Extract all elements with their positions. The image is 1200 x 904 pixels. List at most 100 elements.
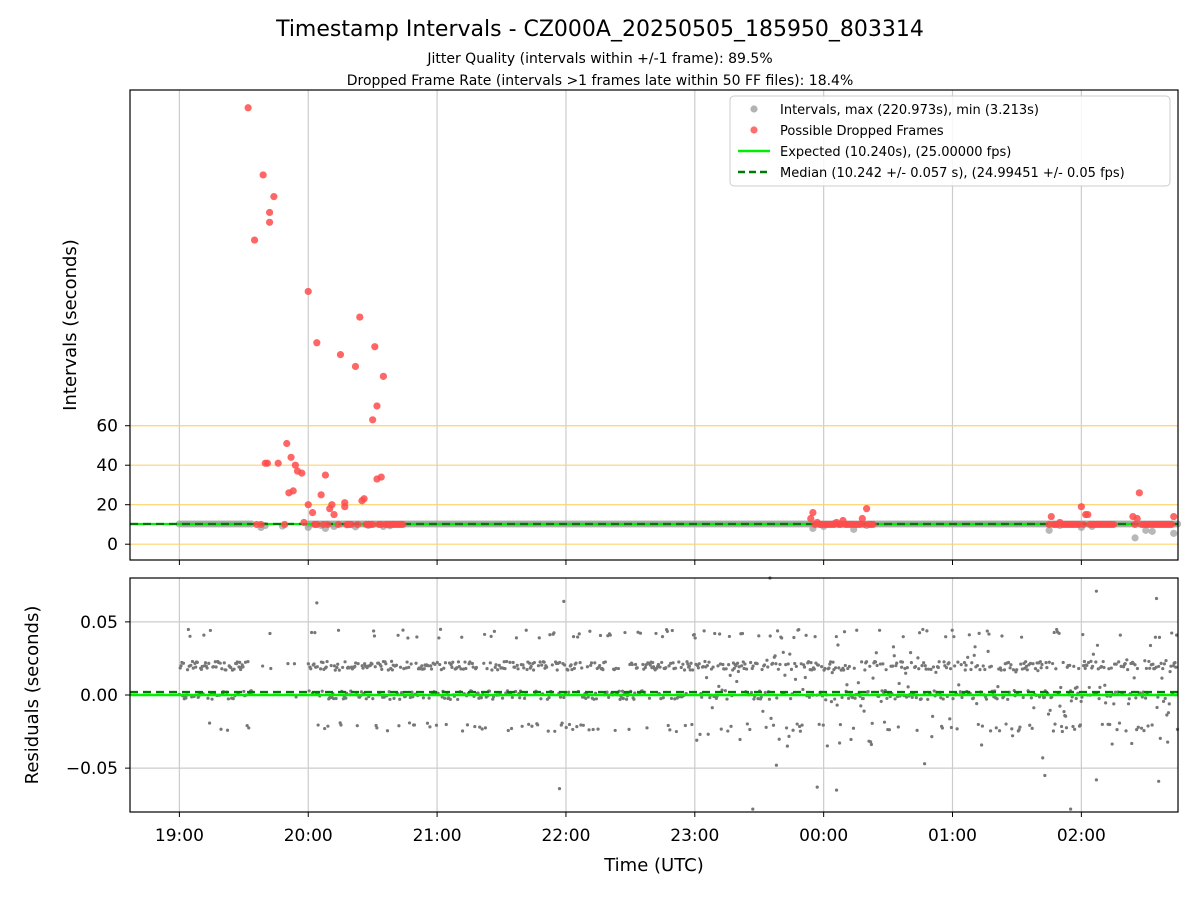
residual-point (837, 666, 840, 669)
residual-point (386, 729, 389, 732)
residual-point (830, 700, 833, 703)
residual-point (891, 665, 894, 668)
residual-point (985, 698, 988, 701)
residual-point (405, 660, 408, 663)
residual-point (824, 698, 827, 701)
residual-point (756, 662, 759, 665)
residual-point (286, 662, 289, 665)
residual-point (720, 728, 723, 731)
residual-point (204, 661, 207, 664)
residual-point (711, 706, 714, 709)
residual-point (822, 723, 825, 726)
residual-point (515, 636, 518, 639)
residual-point (1096, 644, 1099, 647)
residual-point (573, 667, 576, 670)
residual-point (751, 664, 754, 667)
residual-point (510, 727, 513, 730)
residual-point (553, 730, 556, 733)
residual-point (859, 704, 862, 707)
residual-point (942, 697, 945, 700)
dropped-frame-point (300, 519, 307, 526)
residual-point (885, 668, 888, 671)
residual-point (505, 660, 508, 663)
residual-point (855, 629, 858, 632)
residual-point (1158, 636, 1161, 639)
residual-point (442, 667, 445, 670)
residual-point (820, 665, 823, 668)
residual-point (944, 635, 947, 638)
dropped-frame-point (313, 339, 320, 346)
residual-point (463, 660, 466, 663)
residual-point (339, 723, 342, 726)
residual-point (737, 670, 740, 673)
residual-point (208, 721, 211, 724)
residual-point (750, 691, 753, 694)
residual-point (838, 741, 841, 744)
residual-point (853, 697, 856, 700)
legend-label: Expected (10.240s), (25.00000 fps) (780, 145, 1011, 160)
residual-point (947, 661, 950, 664)
residual-point (552, 631, 555, 634)
residual-point (582, 724, 585, 727)
residual-point (817, 664, 820, 667)
residual-point (471, 662, 474, 665)
residual-point (632, 698, 635, 701)
residual-point (952, 635, 955, 638)
residual-point (523, 697, 526, 700)
residual-outlier-point (1069, 807, 1072, 810)
residual-point (396, 634, 399, 637)
residual-point (547, 696, 550, 699)
residual-point (604, 660, 607, 663)
intervals-y-tick-label: 40 (96, 456, 118, 476)
residual-point (862, 697, 865, 700)
residual-point (1004, 722, 1007, 725)
residual-point (980, 743, 983, 746)
dropped-frame-point (335, 521, 342, 528)
residual-point (1019, 662, 1022, 665)
residual-point (1062, 710, 1065, 713)
dropped-frame-point (260, 171, 267, 178)
residual-point (1088, 686, 1091, 689)
residual-point (973, 654, 976, 657)
residual-point (408, 721, 411, 724)
residual-point (809, 661, 812, 664)
residual-point (893, 654, 896, 657)
intervals-y-tick-label: 0 (107, 535, 118, 555)
residual-point (937, 666, 940, 669)
residual-point (951, 697, 954, 700)
residuals-y-ticks: 0.050.00−0.05 (66, 613, 130, 779)
residual-point (562, 696, 565, 699)
residual-point (323, 727, 326, 730)
residual-point (527, 723, 530, 726)
dropped-frame-point (324, 521, 331, 528)
residual-outlier-point (1157, 780, 1160, 783)
residual-point (827, 667, 830, 670)
residual-point (668, 728, 671, 731)
residual-point (849, 738, 852, 741)
residual-point (516, 667, 519, 670)
residual-point (466, 723, 469, 726)
residual-point (776, 629, 779, 632)
residual-point (683, 668, 686, 671)
residual-point (1073, 728, 1076, 731)
residual-point (540, 663, 543, 666)
residual-point (736, 662, 739, 665)
residual-point (1075, 686, 1078, 689)
residual-point (508, 661, 511, 664)
residual-point (814, 635, 817, 638)
residual-point (1160, 677, 1163, 680)
residual-point (530, 665, 533, 668)
dropped-frame-point (369, 521, 376, 528)
dropped-frame-point (330, 511, 337, 518)
residual-point (934, 671, 937, 674)
residual-point (960, 696, 963, 699)
residual-point (490, 668, 493, 671)
residual-point (219, 662, 222, 665)
residual-point (370, 662, 373, 665)
residual-point (307, 662, 310, 665)
dropped-frame-point (356, 314, 363, 321)
residual-point (926, 698, 929, 701)
residual-point (1115, 663, 1118, 666)
residual-point (845, 683, 848, 686)
dropped-frame-point (1136, 489, 1143, 496)
